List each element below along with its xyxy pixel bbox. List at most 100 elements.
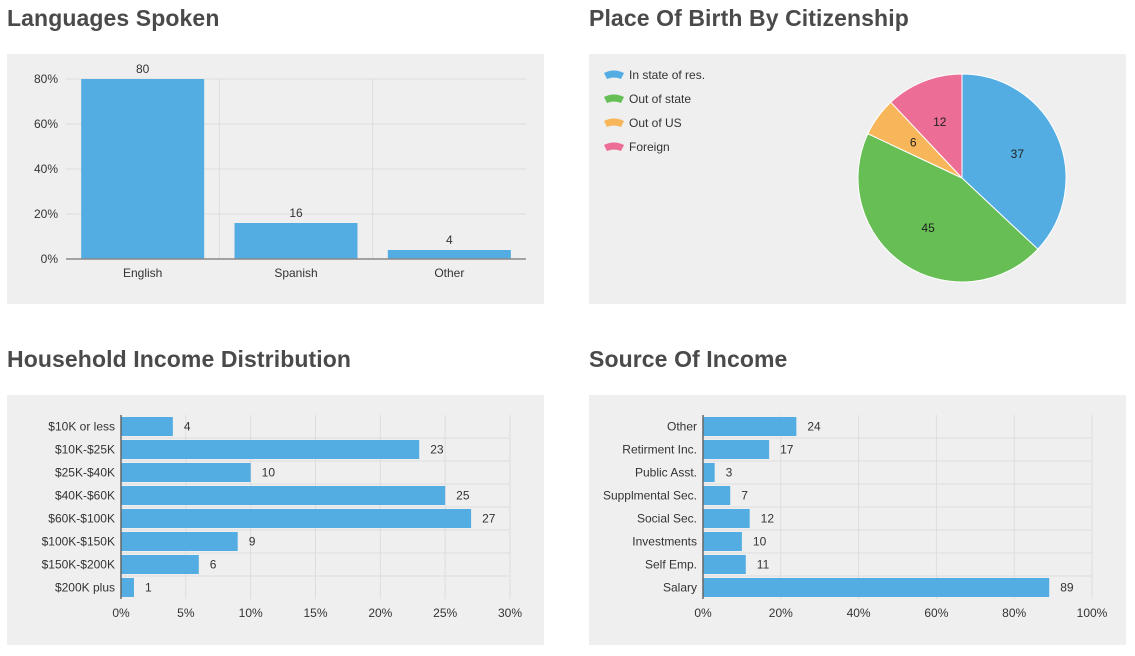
bar bbox=[121, 509, 472, 528]
bar bbox=[121, 440, 420, 459]
legend-label: Foreign bbox=[629, 140, 670, 154]
y-tick-label: $150K-$200K bbox=[42, 558, 115, 572]
y-tick-label: $100K-$150K bbox=[42, 535, 115, 549]
y-tick-label: $40K-$60K bbox=[55, 489, 115, 503]
y-tick-label: $200K plus bbox=[55, 581, 115, 595]
bar bbox=[121, 555, 199, 574]
slice-label: 12 bbox=[933, 115, 947, 129]
income-source-bar-chart: 0% 20% 40% 60% 80% 100% 24 Other 17 Retirment Inc… bbox=[603, 415, 1108, 620]
data-label: 27 bbox=[482, 512, 496, 526]
slice-label: 37 bbox=[1011, 147, 1025, 161]
income-source-panel: 0% 20% 40% 60% 80% 100% 24 Other 17 Retirment Inc… bbox=[589, 395, 1126, 645]
data-label: 89 bbox=[1060, 581, 1074, 595]
x-tick-label: 30% bbox=[498, 606, 522, 620]
x-tick-label: 40% bbox=[847, 606, 871, 620]
y-tick-label: Supplmental Sec. bbox=[603, 489, 697, 503]
data-label: 24 bbox=[807, 420, 821, 434]
legend-label: Out of US bbox=[629, 116, 682, 130]
y-tick-label: $10K-$25K bbox=[55, 443, 115, 457]
languages-title: Languages Spoken bbox=[7, 5, 220, 31]
y-tick-label: Social Sec. bbox=[637, 512, 697, 526]
x-tick-label: 25% bbox=[433, 606, 457, 620]
x-tick-label: 10% bbox=[239, 606, 263, 620]
legend-swatch bbox=[604, 94, 624, 103]
household-income-bar-chart: 0% 5% 10% 15% 20% 25% 30% 4 $10K or less 23 $10K-$… bbox=[42, 415, 522, 620]
bar bbox=[703, 532, 742, 551]
birthplace-title: Place Of Birth By Citizenship bbox=[589, 5, 909, 31]
data-label: 10 bbox=[262, 466, 276, 480]
slice-label: 6 bbox=[910, 136, 917, 150]
legend-swatch bbox=[604, 142, 624, 151]
legend-swatch bbox=[604, 118, 624, 127]
data-label: 23 bbox=[430, 443, 444, 457]
bar bbox=[703, 578, 1050, 597]
languages-bar-chart: 0% 20% 40% 60% 80% 80 English 16 Spanish 4 Other bbox=[34, 62, 526, 280]
household-income-panel: 0% 5% 10% 15% 20% 25% 30% 4 $10K or less 23 $10K-$… bbox=[7, 395, 544, 645]
x-tick-label: 100% bbox=[1077, 606, 1108, 620]
data-label: 3 bbox=[726, 466, 733, 480]
y-tick-label: 40% bbox=[34, 162, 58, 176]
bar bbox=[387, 250, 511, 259]
y-tick-label: Investments bbox=[632, 535, 697, 549]
bar bbox=[81, 79, 205, 259]
bar bbox=[703, 417, 797, 436]
y-tick-label: Salary bbox=[663, 581, 697, 595]
bar bbox=[234, 223, 358, 259]
bar bbox=[703, 555, 746, 574]
x-tick-label: 80% bbox=[1002, 606, 1026, 620]
data-label: 11 bbox=[757, 558, 770, 572]
slice-label: 45 bbox=[921, 221, 935, 235]
bar bbox=[121, 578, 134, 597]
household-income-title: Household Income Distribution bbox=[7, 346, 352, 372]
x-tick-label: English bbox=[123, 266, 162, 280]
y-tick-label: Retirment Inc. bbox=[622, 443, 697, 457]
bar bbox=[703, 463, 715, 482]
y-tick-label: $10K or less bbox=[48, 420, 115, 434]
data-label: 9 bbox=[249, 535, 256, 549]
birthplace-pie-chart: 37 45 6 12 In state of res. Out of state Out o… bbox=[604, 68, 1067, 283]
x-tick-label: 5% bbox=[177, 606, 195, 620]
birthplace-panel: 37 45 6 12 In state of res. Out of state Out o… bbox=[589, 54, 1126, 304]
x-tick-label: Other bbox=[434, 266, 464, 280]
data-label: 80 bbox=[136, 62, 150, 76]
bar bbox=[121, 417, 173, 436]
income-source-title: Source Of Income bbox=[589, 346, 788, 372]
x-tick-label: 20% bbox=[769, 606, 793, 620]
data-label: 16 bbox=[289, 206, 303, 220]
y-tick-label: $60K-$100K bbox=[48, 512, 115, 526]
languages-panel: 0% 20% 40% 60% 80% 80 English 16 Spanish 4 Other bbox=[7, 54, 544, 304]
bar bbox=[703, 440, 770, 459]
legend-label: In state of res. bbox=[629, 68, 705, 82]
bar bbox=[703, 509, 750, 528]
x-tick-label: 20% bbox=[368, 606, 392, 620]
data-label: 1 bbox=[145, 581, 152, 595]
y-tick-label: 20% bbox=[34, 207, 58, 221]
pie-slice bbox=[890, 73, 963, 180]
data-label: 12 bbox=[761, 512, 775, 526]
x-tick-label: 15% bbox=[303, 606, 327, 620]
y-tick-label: Public Asst. bbox=[635, 466, 697, 480]
bar bbox=[121, 486, 446, 505]
data-label: 4 bbox=[446, 233, 453, 247]
data-label: 4 bbox=[184, 420, 191, 434]
legend-label: Out of state bbox=[629, 92, 691, 106]
y-tick-label: 60% bbox=[34, 117, 58, 131]
x-tick-label: 0% bbox=[694, 606, 712, 620]
y-tick-label: Self Emp. bbox=[645, 558, 697, 572]
data-label: 17 bbox=[780, 443, 794, 457]
x-tick-label: Spanish bbox=[274, 266, 317, 280]
x-tick-label: 60% bbox=[924, 606, 948, 620]
data-label: 6 bbox=[210, 558, 217, 572]
bar bbox=[121, 532, 238, 551]
data-label: 7 bbox=[741, 489, 748, 503]
y-tick-label: $25K-$40K bbox=[55, 466, 115, 480]
legend-swatch bbox=[604, 70, 624, 79]
pie-slice bbox=[857, 133, 1039, 283]
bar bbox=[121, 463, 251, 482]
data-label: 25 bbox=[456, 489, 470, 503]
bar bbox=[703, 486, 731, 505]
y-tick-label: 0% bbox=[41, 252, 59, 266]
y-tick-label: 80% bbox=[34, 72, 58, 86]
y-tick-label: Other bbox=[667, 420, 697, 434]
pie-slice bbox=[961, 73, 1067, 250]
